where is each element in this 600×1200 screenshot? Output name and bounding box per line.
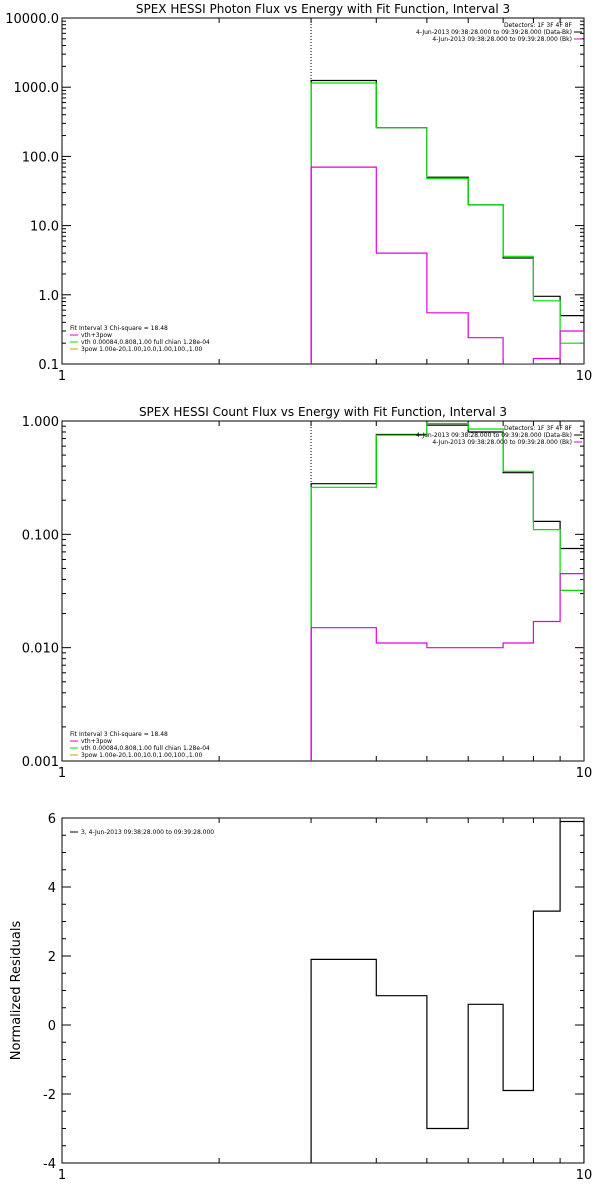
legend-left-entry: 3pow 1.00e-20,1.00,10.0,1.00,100.,1.00 <box>81 346 202 353</box>
histogram-series-2 <box>310 166 584 364</box>
plot-frame <box>61 17 585 365</box>
x-tick-label: 1 <box>58 766 66 781</box>
y-tick-label: 1000.0 <box>14 81 60 96</box>
histogram-series-1 <box>310 422 584 761</box>
legend-left-entry: Fit Interval 3 Chi-square = 18.48 <box>70 325 168 332</box>
y-tick-label: 2 <box>48 950 56 965</box>
x-tick-label: 10 <box>576 1168 593 1183</box>
x-tick-label: 1 <box>58 369 66 384</box>
y-tick-label: 10000.0 <box>5 12 59 27</box>
y-tick-label: -2 <box>43 1088 56 1103</box>
legend-left-entry: vth+3pow <box>81 332 112 339</box>
legend-left-entry: vth 0.00084,0.808,1.00 full chian 1.28e-… <box>81 745 210 752</box>
histogram-series-2 <box>310 573 584 761</box>
x-tick-label: 10 <box>576 766 593 781</box>
legend-left-entry: vth+3pow <box>81 738 112 745</box>
legend-left-entry: vth 0.00084,0.808,1.00 full chian 1.28e-… <box>81 339 210 346</box>
y-tick-label: 0.010 <box>22 642 59 657</box>
y-tick-label: 1.0 <box>38 289 59 304</box>
y-tick-label: 10.0 <box>30 220 59 235</box>
legend-right-entry: 4-Jun-2013 09:38:28.000 to 09:39:28.000 … <box>432 36 572 43</box>
x-tick-label: 10 <box>576 369 593 384</box>
y-tick-label: 100.0 <box>22 150 59 165</box>
y-tick-label: 6 <box>48 812 56 827</box>
histogram-series-0 <box>310 424 584 761</box>
histogram-series-1 <box>310 82 584 364</box>
legend-right-entry: Detectors: 1F 3F 4F 8F <box>504 22 573 29</box>
legend-right-entry: 4-Jun-2013 09:38:28.000 to 09:39:28.000 … <box>432 439 572 446</box>
plot-frame <box>61 420 585 762</box>
legend-right-entry: 4-Jun-2013 09:38:28.000 to 09:39:28.000 … <box>416 432 572 439</box>
y-tick-label: 1.000 <box>22 415 59 430</box>
y-tick-label: 0.001 <box>22 755 59 770</box>
legend-right-entry: 4-Jun-2013 09:38:28.000 to 09:39:28.000 … <box>416 29 572 36</box>
y-tick-label: 0.1 <box>38 358 59 373</box>
y-tick-label: 0 <box>48 1019 56 1034</box>
legend-left-entry: 3pow 1.00e-20,1.00,10.0,1.00,100.,1.00 <box>81 752 202 759</box>
legend-left-entry: 3, 4-Jun-2013 09:38:28.000 to 09:39:28.0… <box>81 829 214 836</box>
y-axis-label: Normalized Residuals <box>9 921 24 1061</box>
legend-left-entry: Fit Interval 3 Chi-square = 18.48 <box>70 731 168 738</box>
y-tick-label: 0.100 <box>22 528 59 543</box>
chart-title: SPEX HESSI Count Flux vs Energy with Fit… <box>139 405 507 419</box>
plot-frame <box>61 817 585 1164</box>
histogram-series-0 <box>310 820 584 1163</box>
chart-title: SPEX HESSI Photon Flux vs Energy with Fi… <box>136 2 510 16</box>
x-tick-label: 1 <box>58 1168 66 1183</box>
y-tick-label: -4 <box>43 1157 56 1172</box>
y-tick-label: 4 <box>48 881 56 896</box>
legend-right-entry: Detectors: 1F 3F 4F 8F <box>504 425 573 432</box>
